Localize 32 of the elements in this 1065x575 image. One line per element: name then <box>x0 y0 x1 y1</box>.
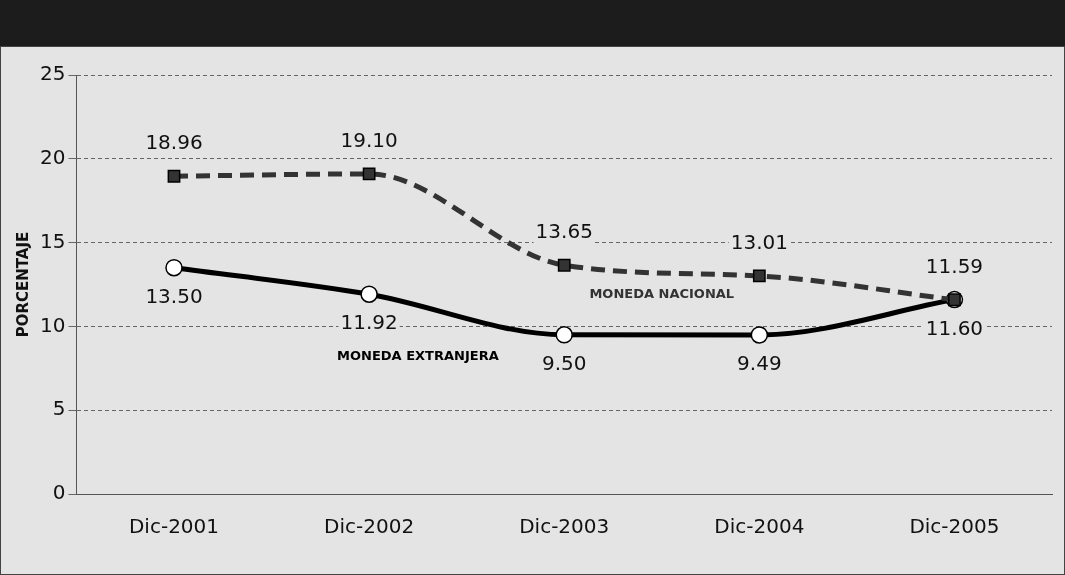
data-label: 13.01 <box>730 230 788 255</box>
x-tick-label: Dic-2003 <box>519 514 610 539</box>
point <box>360 285 378 303</box>
x-tick-label: Dic-2004 <box>714 514 805 539</box>
data-label: 19.10 <box>340 128 398 153</box>
data-label: 18.96 <box>145 130 203 155</box>
point <box>165 258 183 277</box>
data-label: 11.59 <box>925 253 984 278</box>
point <box>362 167 376 181</box>
data-label: 13.50 <box>145 283 203 308</box>
point <box>750 326 769 344</box>
point <box>752 269 766 283</box>
x-tick-label: Dic-2002 <box>324 514 415 539</box>
data-label: 11.92 <box>340 310 398 335</box>
y-tick-label: 5 <box>52 396 66 421</box>
series-label: MONEDA EXTRANJERA <box>337 347 499 363</box>
y-tick-label: 10 <box>40 312 66 337</box>
point <box>167 169 181 183</box>
y-axis-title: PORCENTAJE <box>13 231 32 338</box>
data-label: 9.50 <box>541 350 587 375</box>
point <box>555 326 573 344</box>
point <box>557 258 571 272</box>
series-label: MONEDA NACIONAL <box>589 285 735 301</box>
x-tick-label: Dic-2005 <box>909 514 1000 539</box>
data-label: 11.60 <box>925 315 984 340</box>
y-tick-label: 0 <box>52 480 66 505</box>
y-tick-label: 25 <box>40 61 66 86</box>
y-tick-label: 15 <box>40 228 66 253</box>
x-tick-label: Dic-2001 <box>128 514 220 539</box>
data-label: 13.65 <box>535 219 593 244</box>
y-tick-label: 20 <box>40 145 66 169</box>
data-label: 9.49 <box>737 351 782 376</box>
